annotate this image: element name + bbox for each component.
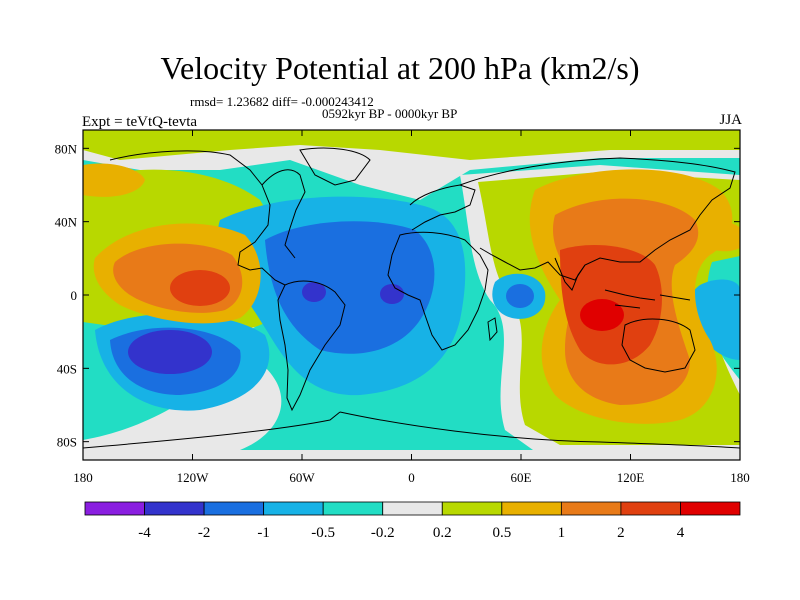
colorbar-swatch (382, 501, 443, 516)
colorbar-label: -0.2 (371, 525, 395, 541)
coast-north-america (109, 150, 286, 286)
colorbar-label: -2 (198, 525, 211, 541)
x-tick-label: 60E (511, 470, 532, 485)
colorbar-label: 2 (617, 525, 625, 541)
x-tick-label: 60W (289, 470, 315, 485)
coast-indian-subcontinent (554, 257, 586, 291)
x-tick-label: 120E (617, 470, 645, 485)
colorbar-swatch (620, 501, 681, 516)
stats-label: rmsd= 1.23682 diff= -0.000243412 (190, 94, 374, 109)
x-tick-label: 180 (73, 470, 93, 485)
x-tick-label: 120W (177, 470, 210, 485)
season-label: JJA (719, 112, 742, 128)
coast-indonesia (604, 289, 691, 309)
y-tick-label: 80S (57, 435, 77, 450)
colorbar-swatch (680, 501, 741, 516)
y-tick-label: 40S (57, 361, 77, 376)
period-label: 0592kyr BP - 0000kyr BP (322, 106, 458, 121)
y-tick-label: 80N (55, 141, 78, 156)
colorbar-swatch (441, 501, 503, 516)
negative-basin-south-pacific (128, 330, 212, 374)
colorbar: -4 -2 -1 -0.5 -0.2 0.2 0.5 1 2 4 (84, 501, 741, 541)
y-tick-label: 40N (55, 215, 78, 230)
colorbar-label: -4 (138, 525, 151, 541)
colorbar-swatch (203, 501, 265, 516)
coast-greenland (299, 147, 371, 186)
positive-region-north-pacific (83, 163, 145, 197)
coast-antarctica (83, 411, 740, 449)
coastlines (83, 147, 740, 449)
negative-basin-amazon (302, 282, 326, 302)
coast-south-america (277, 280, 346, 412)
contour-field (83, 130, 740, 460)
colorbar-swatch (322, 501, 384, 516)
positive-band-arctic (83, 130, 740, 160)
positive-peak-indonesia (580, 299, 624, 331)
negative-region-indian-west-core (506, 284, 534, 308)
negative-basin-west-africa (380, 284, 404, 304)
positive-peak-east-pacific (170, 270, 230, 306)
colorbar-label: -0.5 (311, 525, 335, 541)
colorbar-label: 4 (677, 525, 685, 541)
colorbar-label: -1 (257, 525, 270, 541)
coast-australia (621, 318, 696, 373)
y-tick-label: 0 (71, 288, 78, 303)
x-tick-label: 0 (408, 470, 415, 485)
axes: 180 120W 60W 0 60E 120E 180 80N 40N 0 40S 80S (55, 130, 750, 485)
x-tick-label: 180 (730, 470, 750, 485)
chart-title: Velocity Potential at 200 hPa (km2/s) (160, 50, 640, 86)
experiment-label: Expt = teVtQ-tevta (82, 114, 198, 130)
coast-madagascar (487, 317, 498, 342)
colorbar-swatch (263, 501, 324, 516)
colorbar-label: 1 (558, 525, 566, 541)
coast-north-america-east (261, 169, 306, 259)
negative-region-west-pacific (688, 279, 740, 360)
coast-europe (409, 184, 476, 231)
colorbar-swatch (560, 501, 622, 516)
colorbar-swatch (84, 501, 145, 516)
colorbar-swatch (501, 501, 562, 516)
coast-africa (387, 231, 489, 351)
colorbar-label: 0.5 (492, 525, 511, 541)
positive-region-north-atlantic (700, 221, 740, 252)
colorbar-swatch (144, 501, 205, 516)
colorbar-label: 0.2 (433, 525, 452, 541)
